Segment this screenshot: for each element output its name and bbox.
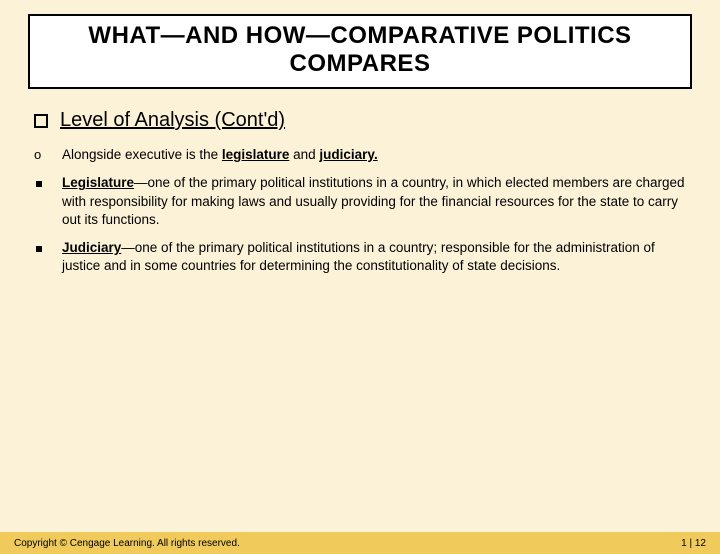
- square-bullet-icon: [34, 239, 62, 257]
- title-box: WHAT—AND HOW—COMPARATIVE POLITICS COMPAR…: [28, 14, 692, 89]
- copyright-text: Copyright © Cengage Learning. All rights…: [14, 538, 240, 549]
- page-number: 1 | 12: [681, 538, 706, 549]
- list-item-text: Legislature—one of the primary political…: [62, 174, 686, 229]
- circle-bullet-icon: o: [34, 146, 62, 164]
- list-item: Legislature—one of the primary political…: [34, 174, 686, 229]
- title-line-1: WHAT—AND HOW—COMPARATIVE POLITICS: [88, 22, 631, 49]
- slide-title: WHAT—AND HOW—COMPARATIVE POLITICS COMPAR…: [38, 22, 682, 77]
- list-item: oAlongside executive is the legislature …: [34, 146, 686, 164]
- section-heading-row: Level of Analysis (Cont'd): [34, 109, 686, 132]
- title-line-2: COMPARES: [290, 50, 431, 77]
- footer-bar: Copyright © Cengage Learning. All rights…: [0, 532, 720, 554]
- bullet-list: oAlongside executive is the legislature …: [34, 146, 686, 275]
- square-bullet-icon: [34, 174, 62, 192]
- list-item-text: Alongside executive is the legislature a…: [62, 146, 686, 164]
- content-area: Level of Analysis (Cont'd) oAlongside ex…: [0, 89, 720, 275]
- list-item: Judiciary—one of the primary political i…: [34, 239, 686, 275]
- section-heading: Level of Analysis (Cont'd): [60, 109, 285, 132]
- list-item-text: Judiciary—one of the primary political i…: [62, 239, 686, 275]
- hollow-square-icon: [34, 114, 48, 128]
